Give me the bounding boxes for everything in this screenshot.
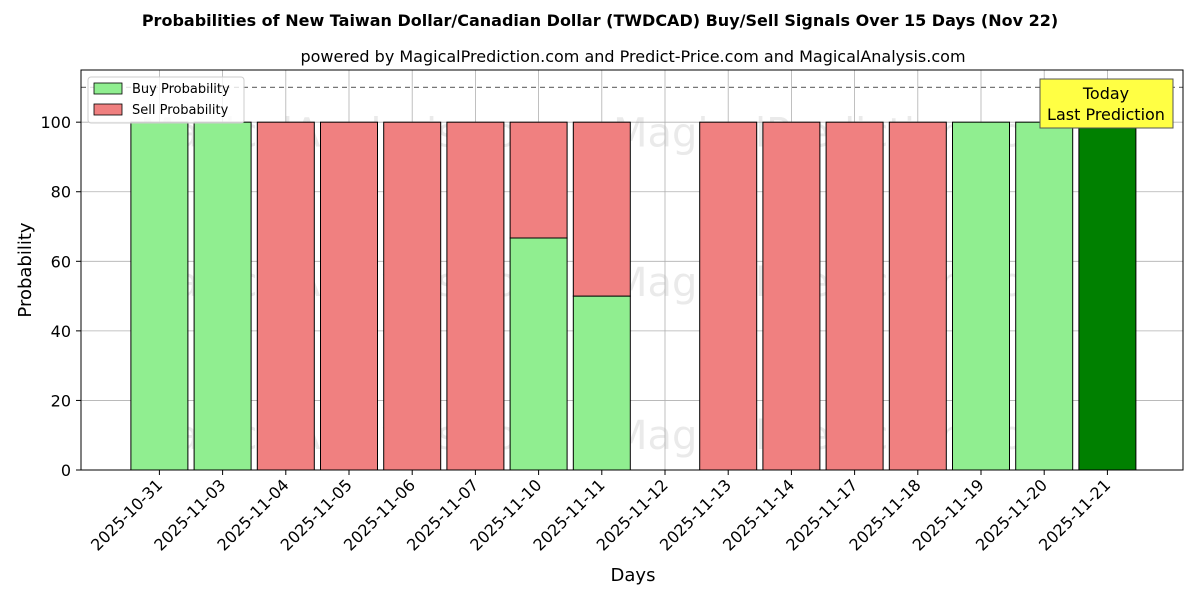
y-axis-label: Probability bbox=[15, 222, 36, 317]
y-tick-label: 0 bbox=[61, 461, 71, 480]
sell-bar bbox=[762, 121, 821, 471]
buy-bar bbox=[952, 121, 1010, 471]
buy-bar bbox=[572, 295, 631, 471]
today-annotation: Today Last Prediction bbox=[1039, 78, 1174, 129]
buy-bar bbox=[1078, 121, 1137, 471]
legend-swatch-sell bbox=[93, 103, 123, 116]
sell-bar bbox=[572, 121, 631, 297]
sell-bar bbox=[509, 121, 568, 239]
today-annotation-box bbox=[1039, 78, 1174, 129]
sell-bar bbox=[825, 121, 884, 471]
chart-title: Probabilities of New Taiwan Dollar/Canad… bbox=[142, 11, 1058, 30]
legend-swatch-buy bbox=[93, 82, 123, 95]
bars-layer bbox=[130, 121, 1137, 471]
sell-bar bbox=[383, 121, 442, 471]
legend: Buy Probability Sell Probability bbox=[87, 76, 245, 124]
y-tick-label: 60 bbox=[51, 252, 71, 271]
chart-subtitle: powered by MagicalPrediction.com and Pre… bbox=[300, 47, 965, 66]
sell-bar bbox=[888, 121, 947, 471]
sell-bar bbox=[699, 121, 758, 471]
today-annotation-line1: Today bbox=[1082, 84, 1129, 103]
sell-bar bbox=[256, 121, 315, 471]
plot-frame bbox=[80, 69, 1184, 471]
sell-bar bbox=[320, 121, 378, 471]
sell-bar bbox=[446, 121, 505, 471]
y-tick-label: 20 bbox=[51, 391, 71, 410]
today-annotation-line2: Last Prediction bbox=[1047, 105, 1165, 124]
legend-box bbox=[87, 76, 245, 124]
buy-bar bbox=[509, 237, 568, 471]
legend-label-buy: Buy Probability bbox=[132, 82, 230, 97]
buy-bar bbox=[130, 121, 189, 471]
x-axis-label: Days bbox=[611, 565, 656, 586]
buy-bar bbox=[193, 121, 252, 471]
y-tick-label: 80 bbox=[51, 183, 71, 202]
legend-label-sell: Sell Probability bbox=[132, 103, 229, 118]
y-tick-label: 40 bbox=[51, 322, 71, 341]
buy-bar bbox=[1015, 121, 1074, 471]
y-tick-label: 100 bbox=[40, 113, 71, 132]
